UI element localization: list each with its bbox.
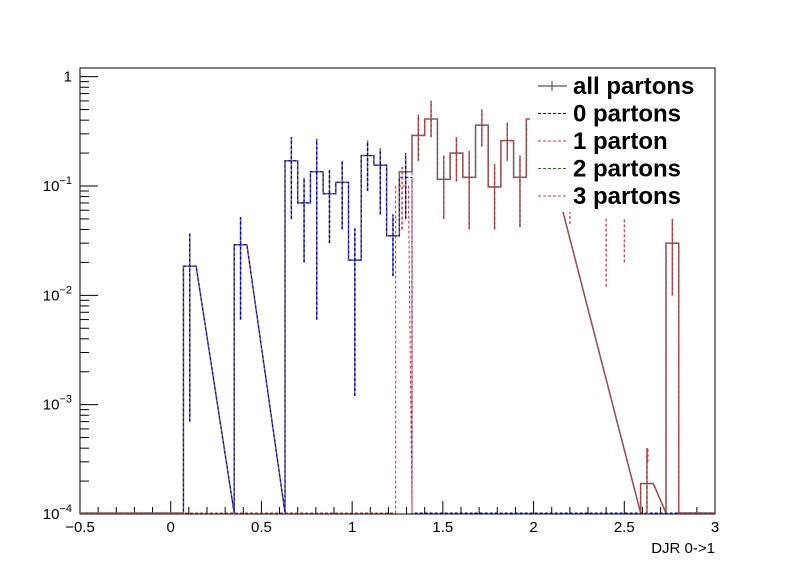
x-tick-label: 1 (348, 519, 356, 536)
x-axis-title: DJR 0->1 (651, 540, 715, 557)
legend-label: 3 partons (573, 183, 681, 210)
y-axis-ticks: 10−4 10−3 10−2 10−1 1 (43, 69, 98, 523)
x-axis-ticks: −0.5 0 0.5 1 1.5 2 2.5 3 (65, 501, 719, 536)
legend-label: 2 partons (573, 156, 681, 183)
y-tick-label: 10−2 (43, 284, 72, 304)
x-tick-label: 2.5 (614, 519, 635, 536)
x-tick-label: 0 (167, 519, 175, 536)
x-tick-label: 2 (529, 519, 537, 536)
series-0-partons (80, 137, 715, 514)
x-tick-label: 1.5 (432, 519, 453, 536)
y-tick-label: 10−3 (43, 394, 72, 414)
series-step-line (80, 155, 715, 514)
legend-label: 1 parton (573, 128, 668, 155)
y-tick-label: 10−1 (43, 175, 72, 195)
y-tick-label: 10−4 (43, 503, 72, 523)
series-step-line (80, 118, 715, 514)
x-tick-label: 3 (711, 519, 719, 536)
legend-label: all partons (573, 73, 694, 100)
y-tick-label: 1 (64, 69, 72, 86)
x-tick-label: −0.5 (65, 519, 95, 536)
legend-label: 0 partons (573, 101, 681, 128)
legend-box (530, 72, 710, 212)
x-tick-label: 0.5 (251, 519, 272, 536)
